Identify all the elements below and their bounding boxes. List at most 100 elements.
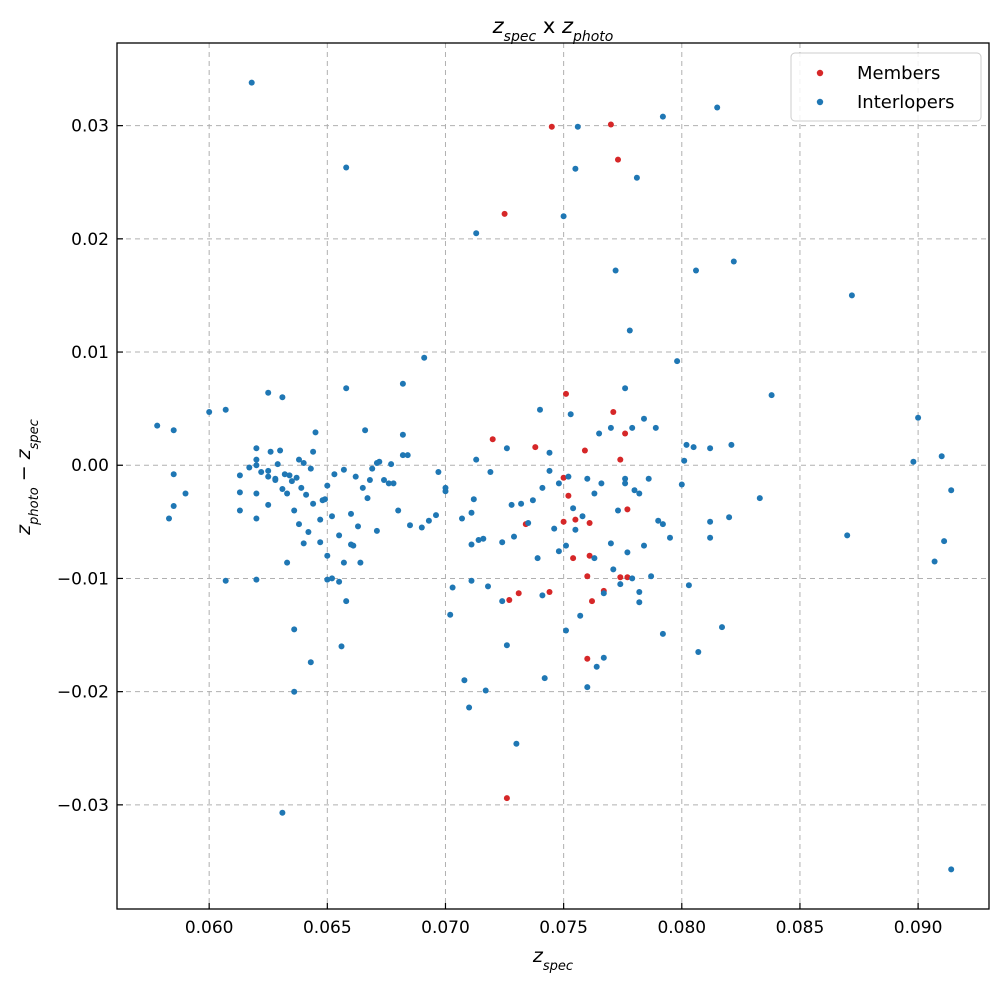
interloper-point bbox=[154, 422, 161, 429]
interloper-point bbox=[565, 473, 572, 480]
interloper-point bbox=[343, 164, 350, 171]
interloper-point bbox=[636, 589, 643, 595]
interloper-point bbox=[633, 174, 640, 181]
member-point bbox=[572, 516, 579, 523]
interloper-point bbox=[317, 539, 324, 546]
interloper-point bbox=[624, 549, 631, 556]
member-point bbox=[532, 444, 539, 451]
x-tick-label: 0.075 bbox=[539, 918, 588, 938]
interloper-point bbox=[310, 448, 317, 455]
interloper-point bbox=[719, 624, 725, 631]
interloper-point bbox=[584, 684, 591, 691]
interloper-point bbox=[659, 113, 666, 120]
y-axis-label: zphoto − zspec bbox=[13, 419, 42, 536]
interloper-point bbox=[246, 464, 253, 471]
interloper-point bbox=[598, 480, 605, 487]
member-point bbox=[610, 409, 617, 415]
interloper-point bbox=[636, 490, 643, 497]
interloper-point bbox=[468, 541, 475, 548]
interloper-point bbox=[681, 457, 688, 464]
member-point bbox=[586, 520, 593, 526]
legend-marker-interlopers bbox=[816, 98, 824, 106]
interloper-point bbox=[399, 452, 406, 459]
member-point bbox=[581, 447, 588, 454]
interloper-point bbox=[487, 469, 494, 475]
member-point bbox=[607, 121, 614, 128]
interloper-point bbox=[265, 473, 272, 480]
interloper-point bbox=[317, 516, 324, 523]
interloper-point bbox=[253, 462, 260, 469]
ticks: 0.060 0.065 0.070 0.075 0.080 0.085 0.090 −0.03… bbox=[57, 117, 943, 938]
legend-label-members: Members bbox=[857, 63, 940, 84]
interloper-point bbox=[258, 469, 265, 475]
member-point bbox=[624, 506, 631, 513]
interloper-point bbox=[726, 514, 733, 521]
interloper-point bbox=[563, 542, 569, 549]
interloper-point bbox=[539, 484, 546, 491]
plot-frame bbox=[116, 42, 990, 910]
interloper-point bbox=[707, 445, 714, 452]
interloper-point bbox=[307, 465, 314, 472]
interloper-point bbox=[593, 663, 600, 670]
y-tick-label: −0.01 bbox=[57, 569, 109, 589]
interloper-point bbox=[555, 548, 562, 555]
interloper-point bbox=[468, 577, 475, 584]
x-axis-label: zspec bbox=[532, 945, 573, 974]
interloper-point bbox=[442, 488, 449, 495]
interloper-point bbox=[513, 740, 520, 747]
interloper-point bbox=[473, 456, 480, 463]
member-point bbox=[560, 474, 567, 481]
interloper-point bbox=[546, 449, 553, 456]
member-point bbox=[548, 123, 555, 130]
interloper-point bbox=[390, 480, 397, 487]
interloper-point bbox=[407, 522, 413, 529]
interloper-point bbox=[931, 558, 938, 565]
interloper-point bbox=[236, 507, 243, 514]
interloper-point bbox=[511, 533, 517, 540]
interloper-point bbox=[300, 460, 307, 466]
interloper-point bbox=[607, 424, 614, 431]
interloper-point bbox=[690, 444, 697, 451]
interloper-point bbox=[534, 555, 541, 562]
interloper-point bbox=[291, 688, 298, 695]
interloper-point bbox=[667, 534, 673, 541]
interloper-point bbox=[324, 576, 331, 583]
member-point bbox=[503, 795, 510, 802]
interloper-point bbox=[610, 566, 617, 573]
interloper-point bbox=[622, 475, 629, 482]
member-point bbox=[622, 430, 629, 437]
interloper-point bbox=[310, 500, 317, 507]
interloper-point bbox=[388, 461, 395, 468]
member-point bbox=[589, 598, 595, 605]
interloper-point bbox=[591, 490, 598, 497]
interloper-point bbox=[206, 409, 213, 415]
interloper-point bbox=[291, 507, 298, 514]
interloper-point bbox=[281, 471, 288, 478]
interloper-point bbox=[362, 427, 369, 434]
interloper-point bbox=[915, 414, 922, 421]
x-tick-label: 0.090 bbox=[894, 918, 943, 938]
member-point bbox=[615, 156, 621, 163]
legend-marker-members bbox=[816, 69, 824, 77]
interloper-point bbox=[348, 541, 354, 548]
interloper-point bbox=[343, 385, 350, 392]
interloper-point bbox=[307, 659, 314, 666]
interloper-point bbox=[482, 687, 489, 694]
interloper-point bbox=[253, 490, 260, 497]
interloper-point bbox=[348, 510, 354, 517]
x-tick-label: 0.085 bbox=[776, 918, 825, 938]
interloper-point bbox=[466, 704, 473, 711]
interloper-point bbox=[480, 535, 487, 542]
interloper-point bbox=[324, 552, 331, 559]
interloper-point bbox=[693, 267, 699, 274]
interloper-point bbox=[277, 447, 284, 454]
interloper-point bbox=[508, 501, 515, 508]
interloper-point bbox=[600, 590, 607, 597]
interloper-point bbox=[848, 292, 855, 299]
interloper-point bbox=[447, 611, 454, 618]
x-tick-label: 0.070 bbox=[421, 918, 470, 938]
interloper-point bbox=[730, 258, 737, 265]
member-point bbox=[584, 655, 591, 662]
interloper-point bbox=[359, 484, 366, 491]
